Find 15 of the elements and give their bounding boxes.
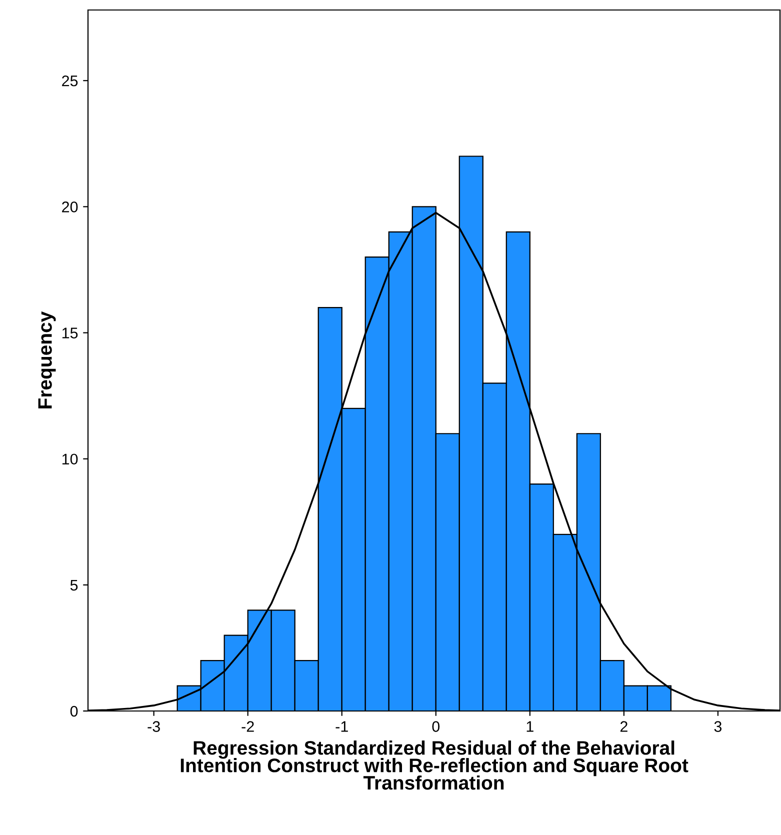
y-tick-label: 25 bbox=[62, 75, 78, 86]
y-tick-label: 5 bbox=[70, 580, 78, 591]
x-tick-label: 0 bbox=[432, 721, 440, 732]
x-tick-label: 3 bbox=[714, 721, 722, 732]
y-tick-label: 0 bbox=[70, 706, 78, 717]
y-tick-label: 15 bbox=[62, 328, 78, 338]
x-axis-title: Regression Standardized Residual of the Behavioral Intention Construct with Re-reflection and Square Root Transformation bbox=[180, 740, 688, 790]
x-tick-label: -3 bbox=[148, 721, 160, 732]
y-tick-label: 20 bbox=[62, 202, 78, 212]
y-tick-label: 10 bbox=[62, 454, 78, 465]
x-tick-label: 1 bbox=[526, 721, 534, 732]
x-tick-label: -1 bbox=[336, 721, 348, 732]
x-tick-label: 2 bbox=[620, 721, 628, 732]
x-tick-label: -2 bbox=[242, 721, 254, 732]
y-axis-title: Frequency bbox=[38, 311, 56, 408]
